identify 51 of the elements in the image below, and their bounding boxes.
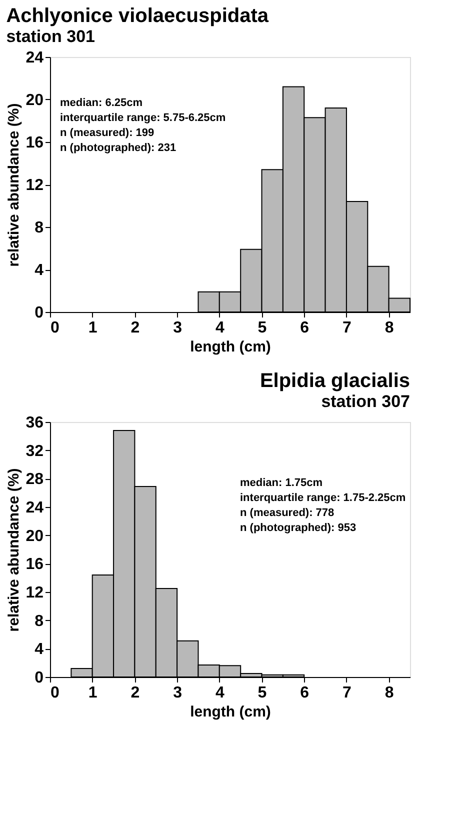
x-tick-label: 5 [258, 320, 267, 336]
annotation: n (measured): 778 [240, 507, 334, 519]
y-axis-title: relative abundance (%) [6, 468, 23, 632]
y-tick-label: 0 [34, 670, 44, 686]
annotation: interquartile range: 1.75-2.25cm [240, 492, 406, 504]
y-tick-label: 36 [26, 414, 44, 432]
y-tick-label: 12 [26, 584, 44, 602]
x-tick-label: 8 [384, 684, 394, 702]
chart-subtitle: station 301 [6, 27, 96, 46]
x-tick-label: 8 [384, 320, 394, 336]
x-tick-label: 7 [342, 684, 352, 702]
y-tick-label: 16 [26, 134, 44, 152]
y-tick-label: 0 [34, 304, 44, 322]
x-axis-title: length (cm) [190, 704, 271, 720]
x-tick-label: 6 [300, 684, 310, 702]
y-tick-label: 8 [34, 612, 44, 630]
y-tick-label: 12 [26, 177, 44, 194]
annotation: interquartile range: 5.75-6.25cm [60, 112, 226, 124]
x-tick-label: 1 [88, 320, 98, 336]
y-tick-label: 28 [26, 471, 44, 488]
annotation: median: 6.25cm [60, 97, 143, 109]
y-tick-label: 4 [34, 262, 44, 279]
y-tick-label: 20 [26, 528, 44, 545]
x-tick-label: 1 [88, 684, 98, 702]
y-tick-label: 20 [26, 92, 44, 109]
annotation: n (photographed): 953 [240, 522, 356, 534]
y-tick-label: 32 [26, 442, 44, 460]
y-tick-label: 16 [26, 556, 44, 574]
x-tick-label: 0 [50, 320, 60, 336]
x-tick-label: 3 [173, 684, 182, 702]
annotation: median: 1.75cm [240, 477, 323, 489]
x-tick-label: 5 [258, 684, 267, 702]
x-axis-title: length (cm) [190, 338, 271, 356]
x-tick-label: 6 [300, 320, 310, 336]
chart-subtitle: station 307 [321, 392, 410, 411]
y-tick-label: 24 [26, 50, 44, 66]
x-tick-label: 2 [130, 320, 140, 336]
chart-title: Achlyonice violaecuspidata [6, 5, 270, 27]
annotation: n (photographed): 231 [60, 142, 176, 154]
annotation: n (measured): 199 [60, 127, 154, 139]
x-tick-label: 4 [215, 320, 224, 336]
y-tick-label: 4 [34, 641, 44, 658]
x-tick-label: 2 [130, 684, 140, 702]
y-tick-label: 8 [34, 220, 44, 236]
x-tick-label: 3 [173, 320, 182, 336]
x-tick-label: 7 [342, 320, 352, 336]
y-tick-label: 24 [26, 500, 44, 516]
chart-title: Elpidia glacialis [260, 370, 410, 392]
y-axis-title: relative abundance (%) [6, 103, 23, 267]
x-tick-label: 4 [215, 684, 224, 702]
x-tick-label: 0 [50, 684, 60, 702]
